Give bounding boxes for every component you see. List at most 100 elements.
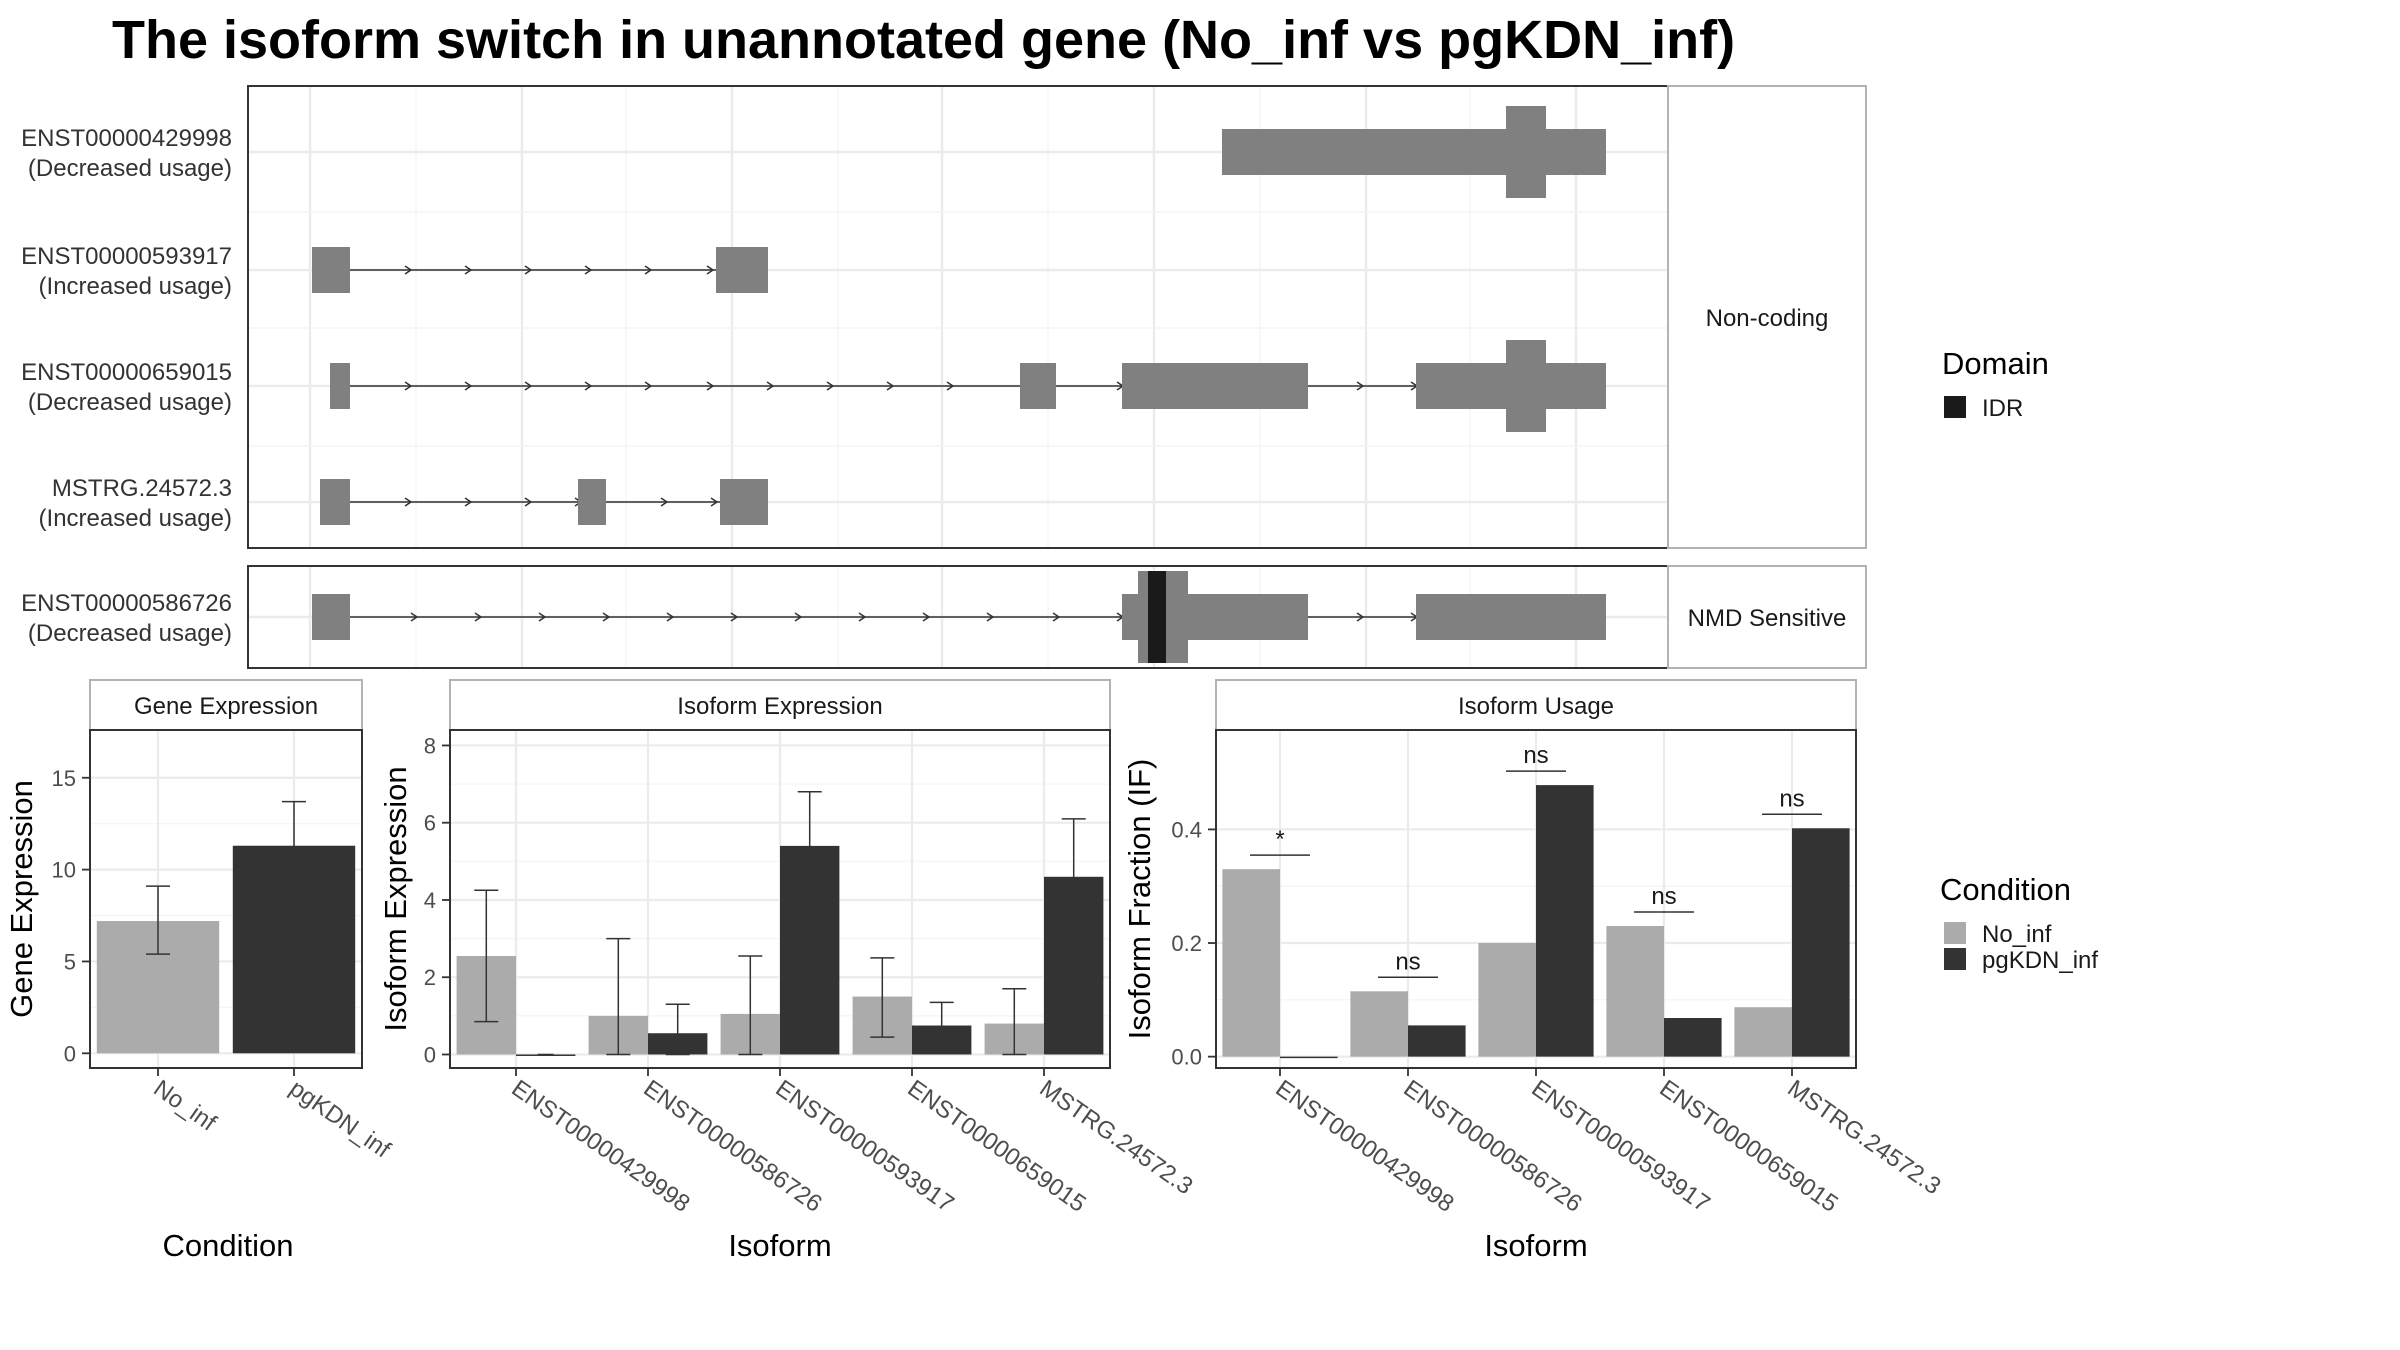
intron-arrow [666,612,675,622]
y-axis-title: Gene Expression [4,780,39,1018]
intron-arrow [524,265,533,275]
exon [578,479,606,525]
exon-coding-bump [1506,106,1546,198]
y-tick-label: 0.0 [1171,1045,1202,1070]
exon-coding-bump [1506,340,1546,432]
intron-arrow [826,381,835,391]
intron-arrow [710,497,719,507]
facet-label-nmd: NMD Sensitive [1688,605,1847,632]
intron-arrow [524,381,533,391]
intron-arrow [410,612,419,622]
legend-key-no_inf [1944,922,1966,944]
isoform-usage-label: (Decreased usage) [28,155,232,182]
exon [1020,363,1056,409]
y-tick-label: 6 [424,811,436,836]
intron-arrow [706,265,715,275]
exon [1222,129,1606,175]
significance-label: ns [1779,785,1804,812]
y-tick-label: 8 [424,733,436,758]
gene-expression-panel: Gene Expression 0 5 10 15 No_inf pgKDN_inf Cond… [4,679,395,1263]
exon [720,479,768,525]
y-axis-title: Isoform Expression [378,766,413,1031]
intron-arrow [1052,612,1061,622]
y-tick-label: 0.2 [1171,931,1202,956]
isoform-id-label: MSTRG.24572.3 [52,475,232,502]
y-tick-label: 0 [424,1042,436,1067]
bar [1536,785,1594,1057]
legend-item-label: IDR [1982,395,2023,422]
panel-title: Isoform Expression [677,693,882,720]
exon [312,594,350,640]
intron-arrow [730,612,739,622]
facet-strip-nmd [1667,565,1867,669]
exon [312,247,350,293]
bar [1408,1025,1466,1057]
bar [1606,925,1664,1057]
bar [1280,1056,1338,1059]
intron-arrow [644,381,653,391]
intron-arrow [464,265,473,275]
y-tick-label: 10 [52,858,76,883]
bar [1478,943,1536,1057]
bar [1222,869,1280,1057]
legend-key-pgkdn_inf [1944,948,1966,970]
panel-title: Isoform Usage [1458,693,1614,720]
isoform-usage-label: (Increased usage) [39,273,232,300]
significance-label: ns [1395,948,1420,975]
intron-arrow [660,497,669,507]
y-axis-title: Isoform Fraction (IF) [1122,759,1157,1040]
exon [1122,363,1308,409]
isoform-usage-label: (Decreased usage) [28,389,232,416]
y-tick-label: 4 [424,888,436,913]
x-axis-title: Isoform [728,1228,831,1263]
intron-arrow [886,381,895,391]
intron-arrow [584,265,593,275]
x-axis-title: Condition [163,1228,294,1263]
y-tick-label: 2 [424,965,436,990]
intron-arrow [464,381,473,391]
legend-title: Domain [1942,346,2049,381]
legend-key-idr [1944,396,1966,418]
significance-label: ns [1523,742,1548,769]
isoform-id-label: ENST00000429998 [21,125,232,152]
intron-arrow [404,265,413,275]
isoform-id-label: ENST00000593917 [21,243,232,270]
isoform-structure-plot: Non-coding NMD Sensitive ENST00000429998 (D… [21,85,1867,669]
intron-arrow [644,265,653,275]
panel-title: Gene Expression [134,693,318,720]
exon [330,363,350,409]
legend-item-label: No_inf [1982,921,2052,948]
intron-arrow [524,497,533,507]
panel-strip [1215,679,1857,731]
bar [1664,1018,1722,1057]
intron-arrow [1356,612,1365,622]
y-tick-label: 0 [64,1041,76,1066]
exon [320,479,350,525]
legend-item-label: pgKDN_inf [1982,947,2098,974]
facet-strip-noncoding [1667,85,1867,549]
idr-domain [1148,571,1166,663]
intron-arrow [922,612,931,622]
x-axis-title: Isoform [1484,1228,1587,1263]
panel-strip [89,679,363,731]
figure-title: The isoform switch in unannotated gene (… [112,10,1735,70]
y-tick-label: 15 [52,766,76,791]
intron-arrow [946,381,955,391]
facet-label-noncoding: Non-coding [1706,305,1829,332]
exon [1416,594,1606,640]
significance-label: * [1275,826,1284,853]
significance-label: ns [1651,883,1676,910]
intron-arrow [584,381,593,391]
exon [716,247,768,293]
bar [1350,991,1408,1057]
intron-arrow [474,612,483,622]
intron-arrow [986,612,995,622]
y-tick-label: 5 [64,949,76,974]
isoform-usage-panel: Isoform Usage*nsnsnsns0.00.20.4ENST00000… [1122,679,1946,1263]
isoform-id-label: ENST00000586726 [21,590,232,617]
intron-arrow [766,381,775,391]
intron-arrow [404,497,413,507]
domain-legend: Domain IDR [1942,346,2049,422]
